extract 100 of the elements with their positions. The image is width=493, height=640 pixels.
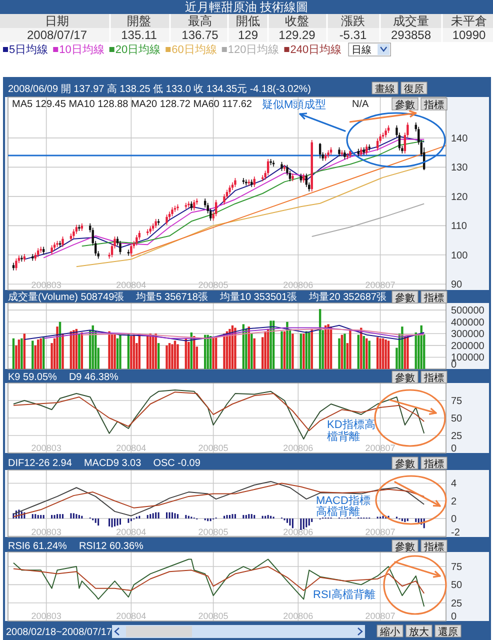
x-tick-label: 200804 bbox=[116, 443, 146, 453]
text: 還原 bbox=[438, 626, 458, 638]
text: OSC -0.09 bbox=[153, 458, 201, 469]
candlestick bbox=[272, 160, 275, 167]
y-tick-label: 75 bbox=[451, 396, 463, 407]
bar bbox=[379, 338, 382, 369]
x-tick-label: 200807 bbox=[365, 611, 396, 621]
candlestick bbox=[214, 200, 218, 217]
y-tick-label: 25 bbox=[451, 598, 463, 610]
y-tick-label: 0 bbox=[451, 514, 457, 525]
text: 135.11 bbox=[121, 28, 158, 42]
candlestick bbox=[184, 202, 188, 210]
annotation: 參數 bbox=[395, 541, 415, 553]
bar bbox=[166, 345, 168, 369]
y-tick-label: 110 bbox=[451, 221, 468, 232]
candlestick bbox=[119, 240, 122, 255]
x-tick-label: 200803 bbox=[31, 611, 62, 621]
candlestick bbox=[171, 206, 174, 217]
bar bbox=[270, 320, 272, 369]
line-series bbox=[43, 327, 425, 339]
x-tick-label: 200807 bbox=[365, 280, 396, 290]
bar bbox=[18, 340, 20, 369]
x-tick-label: 200807 bbox=[365, 527, 396, 537]
annotation: RSI高檔背離 bbox=[313, 588, 376, 601]
text: 未平倉 bbox=[451, 14, 487, 28]
candlestick bbox=[136, 234, 138, 246]
bar bbox=[37, 340, 40, 369]
annotation: 參數 bbox=[395, 292, 415, 304]
x-tick-label: 200805 bbox=[198, 443, 228, 453]
x-tick-label: 200804 bbox=[116, 280, 146, 290]
text: 10990 bbox=[452, 28, 486, 42]
candlestick bbox=[248, 179, 250, 186]
bar bbox=[338, 338, 340, 369]
candlestick bbox=[340, 150, 344, 157]
x-tick-label: 200806 bbox=[283, 280, 314, 290]
y-tick-label: 2 bbox=[451, 496, 457, 508]
annotation: 疑似M頭成型 bbox=[262, 98, 326, 111]
candlestick bbox=[130, 243, 132, 256]
candlestick bbox=[302, 173, 305, 184]
bar bbox=[349, 330, 352, 369]
y-tick-label: 400000 bbox=[451, 317, 485, 328]
candlestick bbox=[242, 178, 245, 185]
y-tick-label: 50 bbox=[451, 414, 463, 424]
line-series bbox=[311, 203, 425, 237]
bar bbox=[40, 338, 42, 369]
text: 240日均線 bbox=[290, 44, 342, 56]
bar bbox=[366, 338, 368, 369]
bar bbox=[20, 338, 23, 369]
text: 開盤 bbox=[127, 14, 151, 28]
line-series bbox=[81, 328, 425, 339]
candlestick bbox=[318, 142, 322, 159]
text: 2008/02/18~2008/07/17 bbox=[6, 627, 112, 638]
x-tick-label: 200806 bbox=[283, 443, 314, 453]
text: 2008/06/09 開 137.97 高 138.25 低 133.0 收 134.35元 -4.18(-3.02%) bbox=[8, 83, 311, 95]
bar bbox=[206, 334, 209, 369]
text: 129 bbox=[238, 28, 258, 42]
bar bbox=[384, 340, 387, 369]
candlestick bbox=[366, 144, 368, 156]
bar bbox=[72, 330, 75, 369]
bar bbox=[62, 334, 64, 369]
candlestick bbox=[146, 228, 149, 236]
annotation: RSI6 61.24% bbox=[8, 541, 68, 552]
bar bbox=[280, 331, 283, 369]
y-tick-label: 90 bbox=[451, 280, 463, 291]
text: -5.31 bbox=[339, 28, 367, 42]
text: 放大 bbox=[409, 626, 429, 638]
candlestick bbox=[234, 178, 236, 188]
bar bbox=[357, 334, 360, 369]
legend-label: 10日均線 bbox=[59, 44, 104, 56]
candlestick bbox=[344, 150, 346, 160]
candlestick bbox=[382, 132, 384, 140]
annotation: 均量20 352687張 bbox=[308, 291, 386, 303]
candlestick bbox=[127, 249, 130, 256]
bar bbox=[130, 336, 132, 369]
annotation: K9 59.05% bbox=[8, 372, 58, 383]
annotation: 均量5 356718張 bbox=[135, 291, 208, 303]
bar bbox=[368, 340, 370, 369]
y-tick-label: 0 bbox=[451, 612, 457, 622]
bar bbox=[292, 334, 294, 369]
text: 成交量 bbox=[393, 14, 429, 28]
bar bbox=[212, 337, 214, 369]
bar bbox=[382, 338, 384, 369]
chart-title: 近月輕甜原油 技術線圖 bbox=[184, 0, 308, 14]
candlestick bbox=[261, 174, 264, 182]
candlestick bbox=[58, 240, 62, 248]
text: 收盤 bbox=[285, 14, 309, 28]
y-tick-label: 300000 bbox=[451, 329, 485, 340]
x-tick-label: 200803 bbox=[31, 527, 62, 537]
x-tick-label: 200806 bbox=[283, 611, 314, 621]
y-tick-label: 75 bbox=[451, 562, 463, 574]
candlestick bbox=[223, 194, 226, 206]
bar bbox=[32, 340, 34, 369]
y-tick-label: 25 bbox=[451, 431, 463, 442]
bar bbox=[250, 334, 253, 369]
x-tick-label: 200805 bbox=[198, 527, 228, 537]
annotation: RSI12 60.36% bbox=[78, 541, 144, 552]
bar bbox=[308, 332, 310, 369]
text: 漲跌 bbox=[341, 14, 365, 28]
candlestick bbox=[174, 205, 176, 212]
bar bbox=[188, 342, 190, 369]
